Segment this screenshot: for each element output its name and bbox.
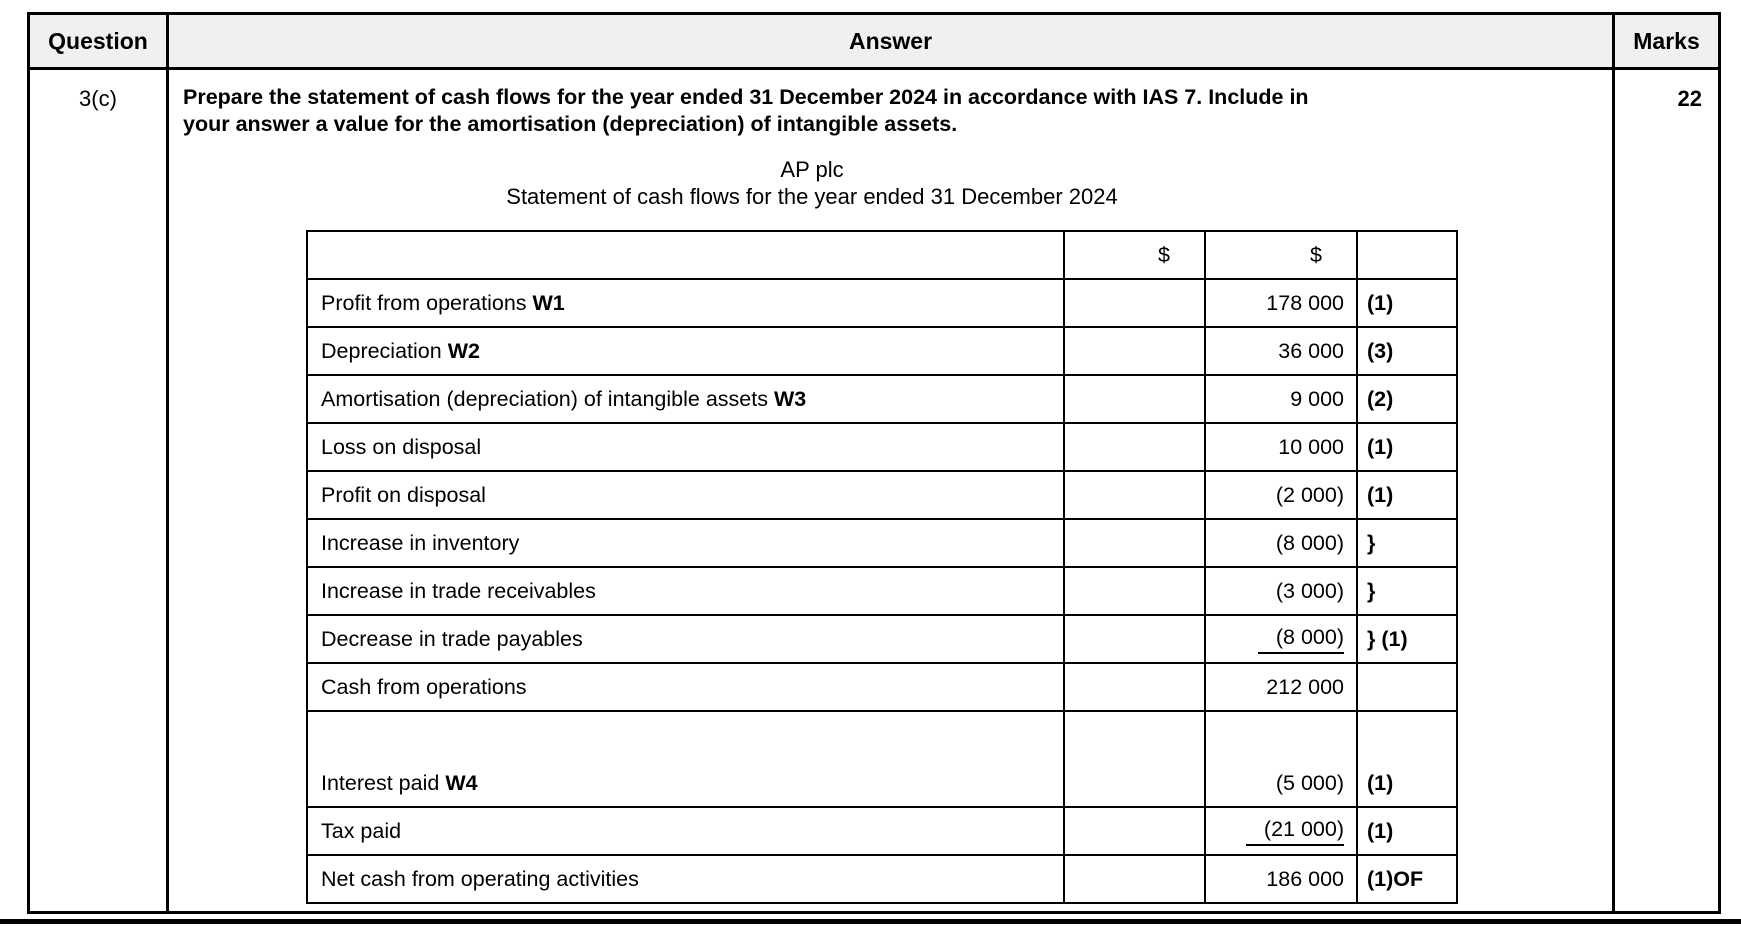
mark-annotation: } <box>1356 566 1458 616</box>
table-row: Decrease in trade payables (8 000) } (1) <box>306 614 1458 664</box>
row-label: Profit from operations <box>321 290 527 315</box>
row-label: Decrease in trade payables <box>321 626 583 651</box>
mark-annotation: (1)OF <box>1356 854 1458 904</box>
mark-scheme-table: Question Answer Marks 3(c) Prepare the s… <box>27 12 1721 914</box>
amount: 186 000 <box>1266 866 1344 891</box>
table-row: Amortisation (depreciation) of intangibl… <box>306 374 1458 424</box>
row-label: Increase in inventory <box>321 530 520 555</box>
marks-column-header: Marks <box>1612 12 1721 70</box>
page-bottom-rule <box>0 919 1741 924</box>
table-row: Profit on disposal (2 000) (1) <box>306 470 1458 520</box>
table-row: Cash from operations 212 000 <box>306 662 1458 712</box>
question-instruction: Prepare the statement of cash flows for … <box>183 84 1600 138</box>
answer-column-header: Answer <box>166 12 1615 70</box>
table-row: Increase in inventory (8 000) } <box>306 518 1458 568</box>
table-row: Interest paid W4 (5 000) (1) <box>306 710 1458 808</box>
statement-title: Statement of cash flows for the year end… <box>506 184 1118 209</box>
marks-value: 22 <box>1612 67 1721 914</box>
row-label: Depreciation <box>321 338 442 363</box>
amount: 212 000 <box>1266 674 1344 699</box>
table-row: $ $ <box>306 230 1458 280</box>
currency-header-1: $ <box>1063 230 1206 280</box>
question-number: 3(c) <box>27 67 169 914</box>
row-label: Tax paid <box>321 818 402 843</box>
mark-annotation: } (1) <box>1356 614 1458 664</box>
row-label: Loss on disposal <box>321 434 482 459</box>
mark-annotation: (1) <box>1356 278 1458 328</box>
amount: (5 000) <box>1275 771 1344 795</box>
amount: 178 000 <box>1266 290 1344 315</box>
question-column-header: Question <box>27 12 169 70</box>
mark-annotation: (1) <box>1356 470 1458 520</box>
mark-annotation: (3) <box>1356 326 1458 376</box>
row-label: Interest paid <box>321 771 440 795</box>
table-row: Loss on disposal 10 000 (1) <box>306 422 1458 472</box>
amount-underlined: (21 000) <box>1245 817 1344 846</box>
instruction-line-2: your answer a value for the amortisation… <box>183 112 958 136</box>
working-ref: W1 <box>532 290 565 315</box>
row-label: Amortisation (depreciation) of intangibl… <box>321 386 768 411</box>
instruction-line-1: Prepare the statement of cash flows for … <box>183 85 1309 109</box>
amount: (2 000) <box>1275 482 1344 507</box>
mark-annotation: } <box>1356 518 1458 568</box>
company-name: AP plc <box>780 157 844 182</box>
amount: (3 000) <box>1275 578 1344 603</box>
working-ref: W2 <box>447 338 480 363</box>
table-row: Tax paid (21 000) (1) <box>306 806 1458 856</box>
answer-row: 3(c) Prepare the statement of cash flows… <box>27 67 1721 914</box>
amount: (8 000) <box>1275 530 1344 555</box>
mark-annotation: (2) <box>1356 374 1458 424</box>
answer-cell: Prepare the statement of cash flows for … <box>166 67 1615 914</box>
row-label: Profit on disposal <box>321 482 486 507</box>
table-row: Net cash from operating activities 186 0… <box>306 854 1458 904</box>
row-label: Increase in trade receivables <box>321 578 596 603</box>
mark-annotation: (1) <box>1356 710 1458 808</box>
amount-underlined: (8 000) <box>1257 625 1344 654</box>
mark-annotation: (1) <box>1356 806 1458 856</box>
currency-header-2: $ <box>1204 230 1358 280</box>
header-row: Question Answer Marks <box>27 12 1721 70</box>
amount: 9 000 <box>1290 386 1344 411</box>
row-label: Net cash from operating activities <box>321 866 639 891</box>
mark-annotation <box>1356 662 1458 712</box>
working-ref: W3 <box>773 386 807 411</box>
table-row: Profit from operations W1 178 000 (1) <box>306 278 1458 328</box>
statement-titles: AP plc Statement of cash flows for the y… <box>169 156 1455 210</box>
table-row: Depreciation W2 36 000 (3) <box>306 326 1458 376</box>
amount: 10 000 <box>1278 434 1344 459</box>
table-row: Increase in trade receivables (3 000) } <box>306 566 1458 616</box>
amount: 36 000 <box>1278 338 1344 363</box>
cash-flow-table: $ $ Profit from operations W1 178 000 (1… <box>306 230 1458 904</box>
row-label: Cash from operations <box>321 674 527 699</box>
mark-annotation: (1) <box>1356 422 1458 472</box>
working-ref: W4 <box>445 771 478 795</box>
